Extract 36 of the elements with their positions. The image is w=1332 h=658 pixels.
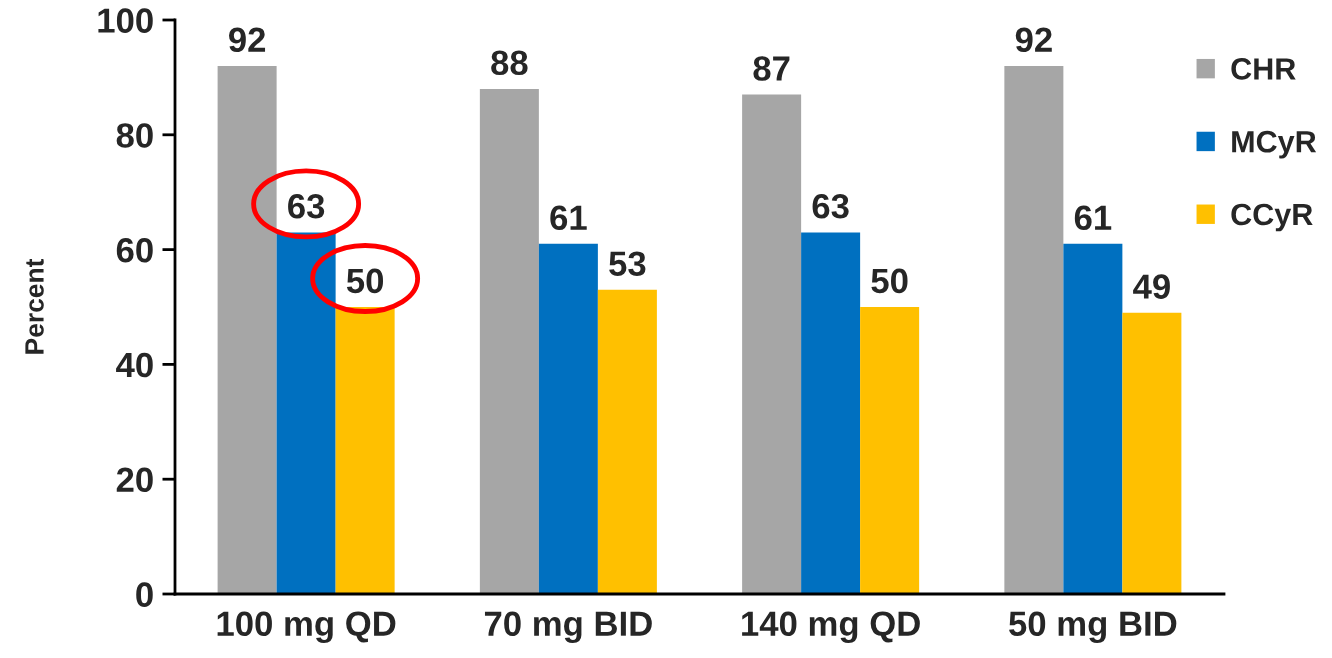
bar	[538, 243, 598, 594]
y-axis-title: Percent	[25, 258, 44, 354]
x-tick-label: 100 mg QD	[217, 611, 396, 644]
data-label: 50	[346, 268, 384, 294]
bar	[1063, 243, 1123, 594]
x-tick-label: 70 mg BID	[484, 611, 652, 644]
data-label: 50	[871, 268, 908, 294]
y-tick-label: 0	[136, 582, 153, 607]
data-label: 61	[550, 205, 587, 231]
legend-label: MCyR	[1232, 130, 1317, 159]
bar	[801, 232, 861, 594]
bar	[217, 65, 277, 594]
y-tick-label: 40	[116, 352, 153, 378]
bar	[1122, 312, 1182, 594]
data-label: 88	[491, 50, 528, 76]
legend-label: CHR	[1231, 58, 1296, 80]
bar	[742, 94, 802, 594]
x-tick-label: 140 mg QD	[742, 611, 920, 644]
x-tick-label: 50 mg BID	[1009, 611, 1177, 644]
y-tick-label: 100	[98, 8, 153, 33]
legend-label: CCyR	[1231, 203, 1313, 232]
data-label: 63	[288, 193, 325, 219]
data-label: 61	[1074, 205, 1112, 231]
y-tick-label: 80	[116, 123, 153, 148]
y-tick-label: 60	[116, 237, 153, 263]
data-label: 63	[812, 193, 849, 219]
data-label: 92	[1015, 27, 1052, 53]
bar	[479, 88, 539, 594]
data-label: 87	[753, 56, 790, 81]
data-label: 92	[229, 27, 266, 53]
bar	[860, 307, 920, 594]
data-label: 49	[1133, 274, 1170, 299]
bar	[1004, 65, 1064, 594]
bar	[597, 289, 657, 594]
data-label: 53	[609, 251, 646, 277]
y-tick-label: 20	[116, 467, 153, 493]
